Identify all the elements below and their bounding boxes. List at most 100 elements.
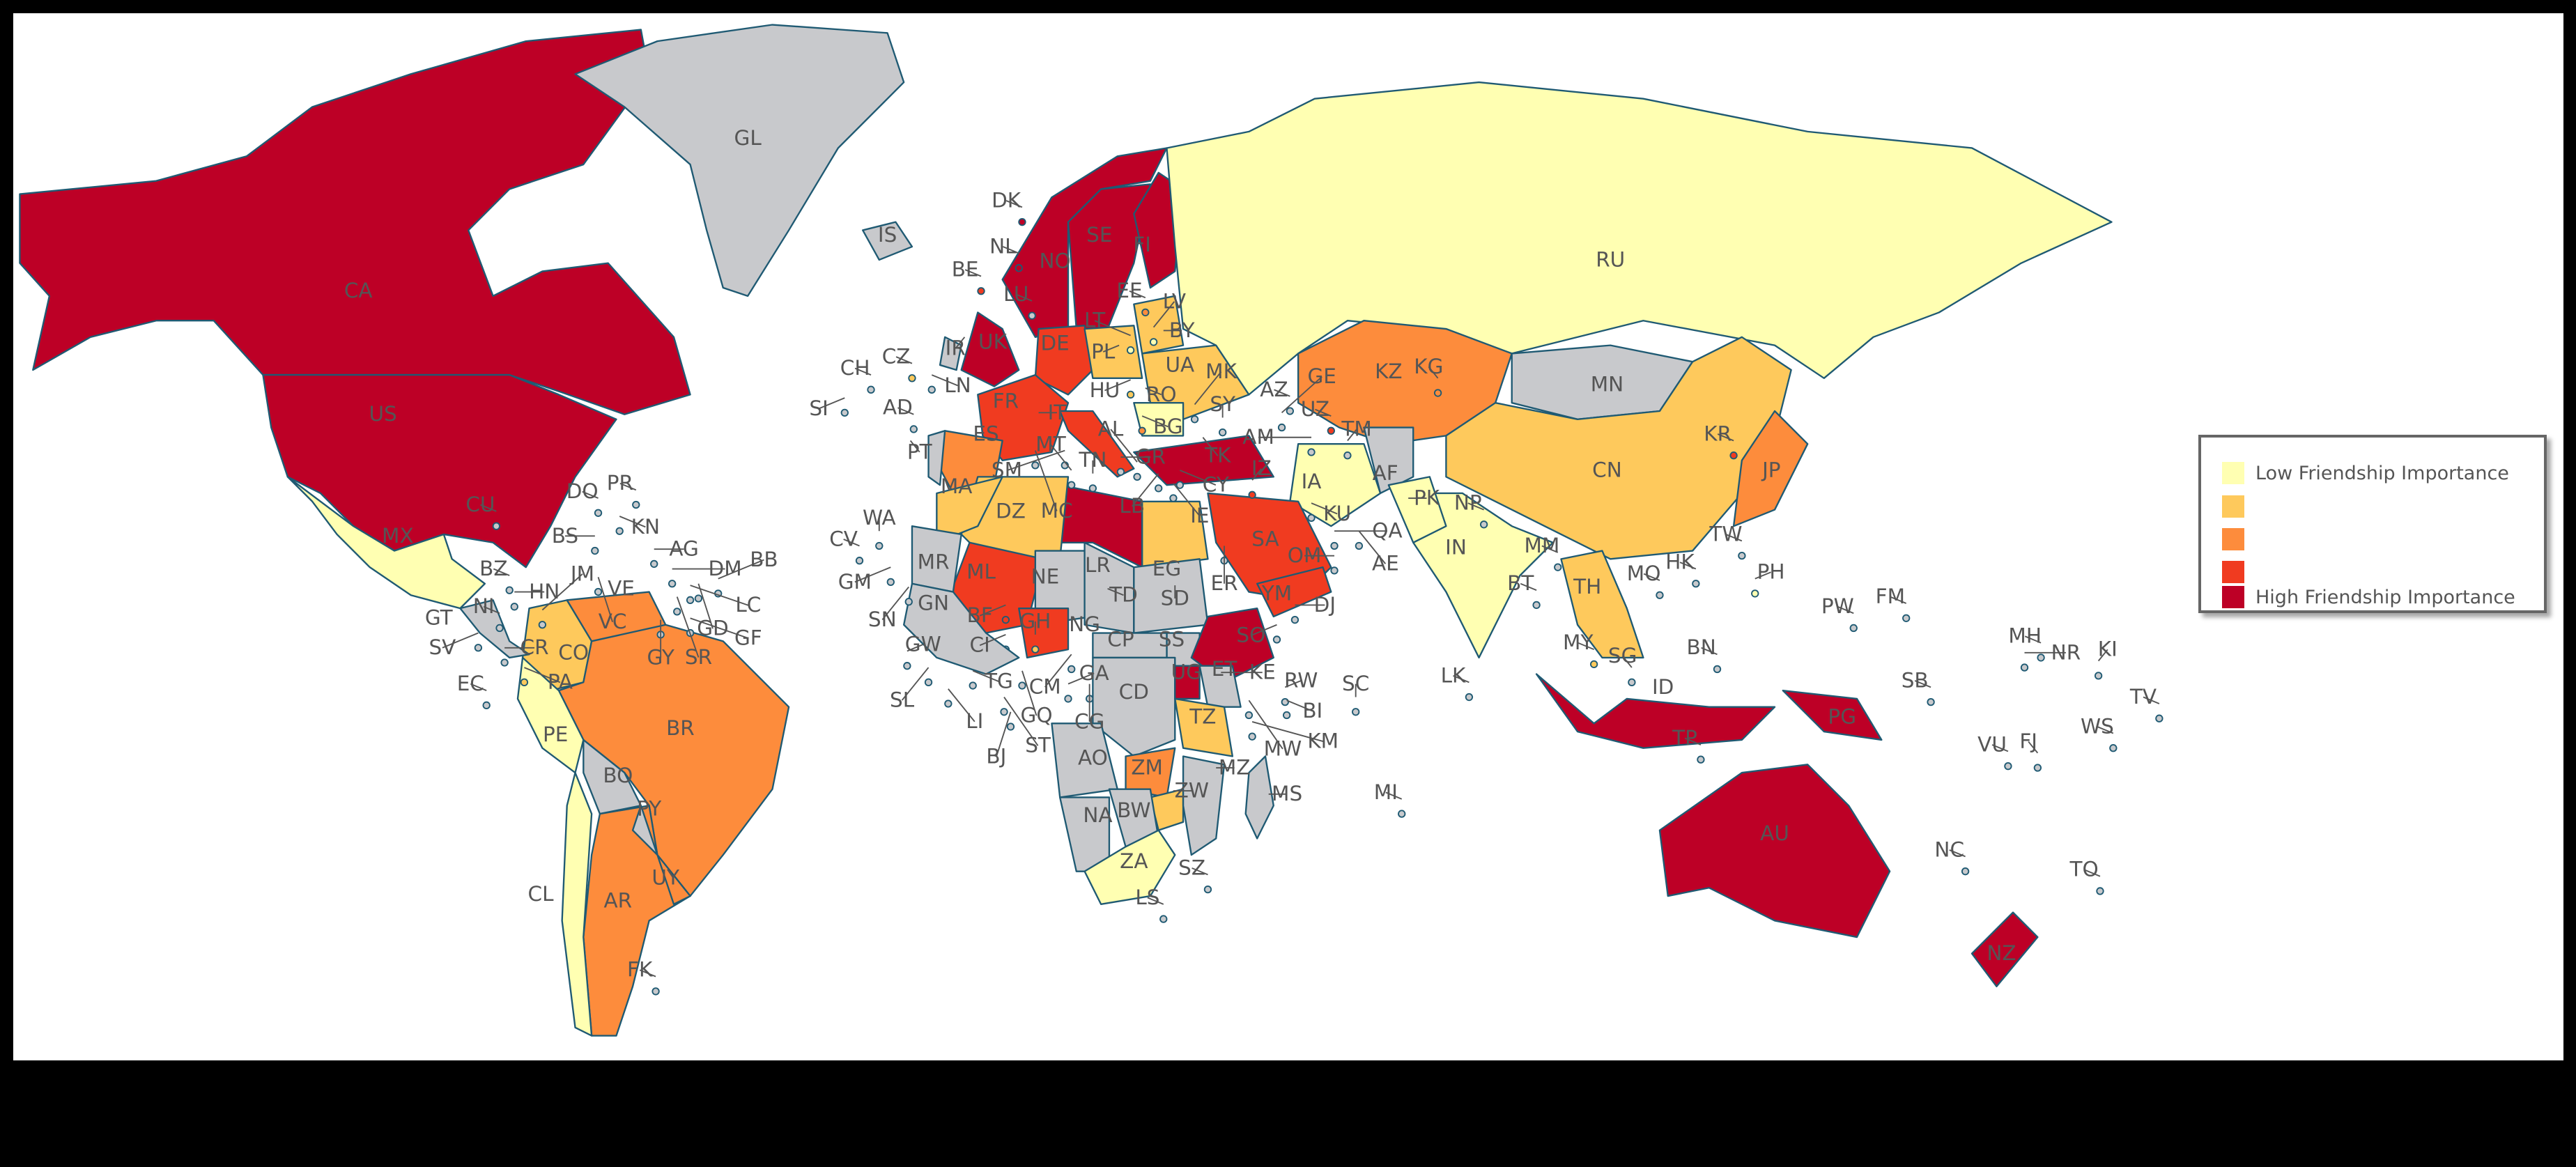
country-ls[interactable] [1159, 915, 1168, 923]
country-gt[interactable] [459, 599, 530, 659]
country-hn[interactable] [510, 603, 518, 611]
country-dk[interactable] [1018, 217, 1026, 226]
country-gm[interactable] [886, 578, 895, 587]
country-ie[interactable] [1169, 494, 1178, 502]
country-cd[interactable] [1092, 656, 1176, 757]
country-lk[interactable] [1465, 693, 1474, 702]
country-mo[interactable] [1656, 591, 1664, 599]
country-pa[interactable] [520, 678, 529, 686]
country-cu[interactable] [492, 522, 500, 530]
country-ec[interactable] [482, 701, 491, 710]
country-mi[interactable] [1398, 810, 1406, 818]
country-ku[interactable] [1307, 513, 1316, 523]
country-rw[interactable] [1281, 697, 1289, 706]
country-ee[interactable] [1141, 308, 1150, 317]
country-ae[interactable] [1355, 541, 1364, 550]
country-uz[interactable] [1327, 426, 1335, 435]
country-cz[interactable] [908, 374, 916, 382]
country-al[interactable] [1133, 472, 1141, 481]
country-id[interactable] [1535, 673, 1776, 749]
country-my[interactable] [1589, 660, 1598, 669]
country-nl[interactable] [1015, 264, 1023, 272]
country-et[interactable] [1190, 607, 1274, 683]
country-uy[interactable] [656, 853, 691, 906]
country-gl[interactable] [574, 24, 905, 297]
country-ge[interactable] [1277, 423, 1286, 432]
country-ru[interactable] [1166, 81, 2113, 396]
country-jp[interactable] [1732, 410, 1809, 527]
country-is[interactable] [862, 221, 913, 261]
country-kn[interactable] [615, 527, 624, 535]
country-ga[interactable] [1064, 695, 1072, 703]
country-sr[interactable] [673, 608, 681, 616]
country-ma[interactable] [936, 476, 1003, 543]
country-lb[interactable] [1155, 484, 1163, 493]
country-ag[interactable] [650, 559, 658, 569]
country-ni[interactable] [495, 624, 504, 633]
country-bf[interactable] [1001, 615, 1010, 624]
country-ms[interactable] [1244, 755, 1274, 840]
country-it[interactable] [1059, 410, 1135, 478]
country-iz[interactable] [1248, 490, 1256, 499]
country-bs[interactable] [591, 546, 599, 555]
country-in[interactable] [1412, 492, 1554, 659]
country-af[interactable] [1363, 426, 1414, 495]
country-pg[interactable] [1782, 689, 1883, 741]
country-cr[interactable] [500, 658, 509, 667]
country-wa[interactable] [875, 541, 884, 550]
country-dm[interactable] [668, 580, 677, 588]
country-ng[interactable] [1018, 607, 1070, 659]
country-hk[interactable] [1692, 580, 1700, 588]
country-pt[interactable] [927, 430, 946, 486]
country-lt[interactable] [1126, 346, 1135, 355]
country-bg[interactable] [1138, 426, 1146, 435]
country-ug[interactable] [1174, 665, 1201, 700]
country-uk[interactable] [960, 311, 1020, 387]
country-do[interactable] [594, 509, 603, 517]
country-mk[interactable] [1190, 415, 1199, 424]
country-om[interactable] [1330, 566, 1339, 575]
country-nr[interactable] [2020, 663, 2029, 672]
country-ad[interactable] [909, 425, 918, 433]
country-th[interactable] [1560, 550, 1644, 659]
country-za[interactable] [1083, 829, 1176, 906]
country-ir[interactable] [939, 336, 962, 371]
country-kg[interactable] [1433, 389, 1442, 397]
country-cm[interactable] [1067, 665, 1076, 674]
country-kr[interactable] [1729, 451, 1738, 460]
country-de[interactable] [1034, 325, 1094, 396]
country-gq[interactable] [1018, 681, 1026, 690]
country-pw[interactable] [1849, 624, 1858, 633]
country-fm[interactable] [1902, 614, 1911, 622]
country-jm[interactable] [538, 621, 547, 629]
country-fk[interactable] [651, 987, 660, 996]
country-qa[interactable] [1330, 541, 1339, 550]
country-tw[interactable] [1738, 551, 1746, 560]
country-tg[interactable] [969, 681, 977, 690]
country-nc[interactable] [1961, 867, 1970, 876]
country-sc[interactable] [1352, 708, 1360, 716]
country-gh[interactable] [1031, 645, 1040, 654]
country-to[interactable] [2096, 887, 2104, 895]
country-nz[interactable] [1970, 911, 2039, 988]
country-fj[interactable] [2033, 764, 2042, 772]
country-ws[interactable] [2109, 744, 2118, 752]
country-bi[interactable] [1282, 711, 1291, 720]
country-mc[interactable] [1031, 461, 1040, 470]
country-si[interactable] [840, 408, 849, 417]
country-tp[interactable] [1697, 755, 1705, 764]
country-bn[interactable] [1713, 665, 1722, 674]
country-cy[interactable] [1175, 481, 1185, 489]
country-bz[interactable] [505, 586, 514, 594]
country-sn[interactable] [904, 598, 913, 606]
country-sl[interactable] [924, 678, 933, 686]
country-sz[interactable] [1203, 885, 1212, 894]
country-pk[interactable] [1387, 476, 1447, 543]
country-mz[interactable] [1182, 755, 1226, 856]
country-py[interactable] [631, 805, 658, 856]
country-fr[interactable] [977, 373, 1070, 461]
country-ca[interactable] [19, 29, 691, 415]
country-us[interactable] [262, 373, 617, 569]
country-sy[interactable] [1219, 428, 1227, 437]
country-hu[interactable] [1126, 390, 1135, 399]
